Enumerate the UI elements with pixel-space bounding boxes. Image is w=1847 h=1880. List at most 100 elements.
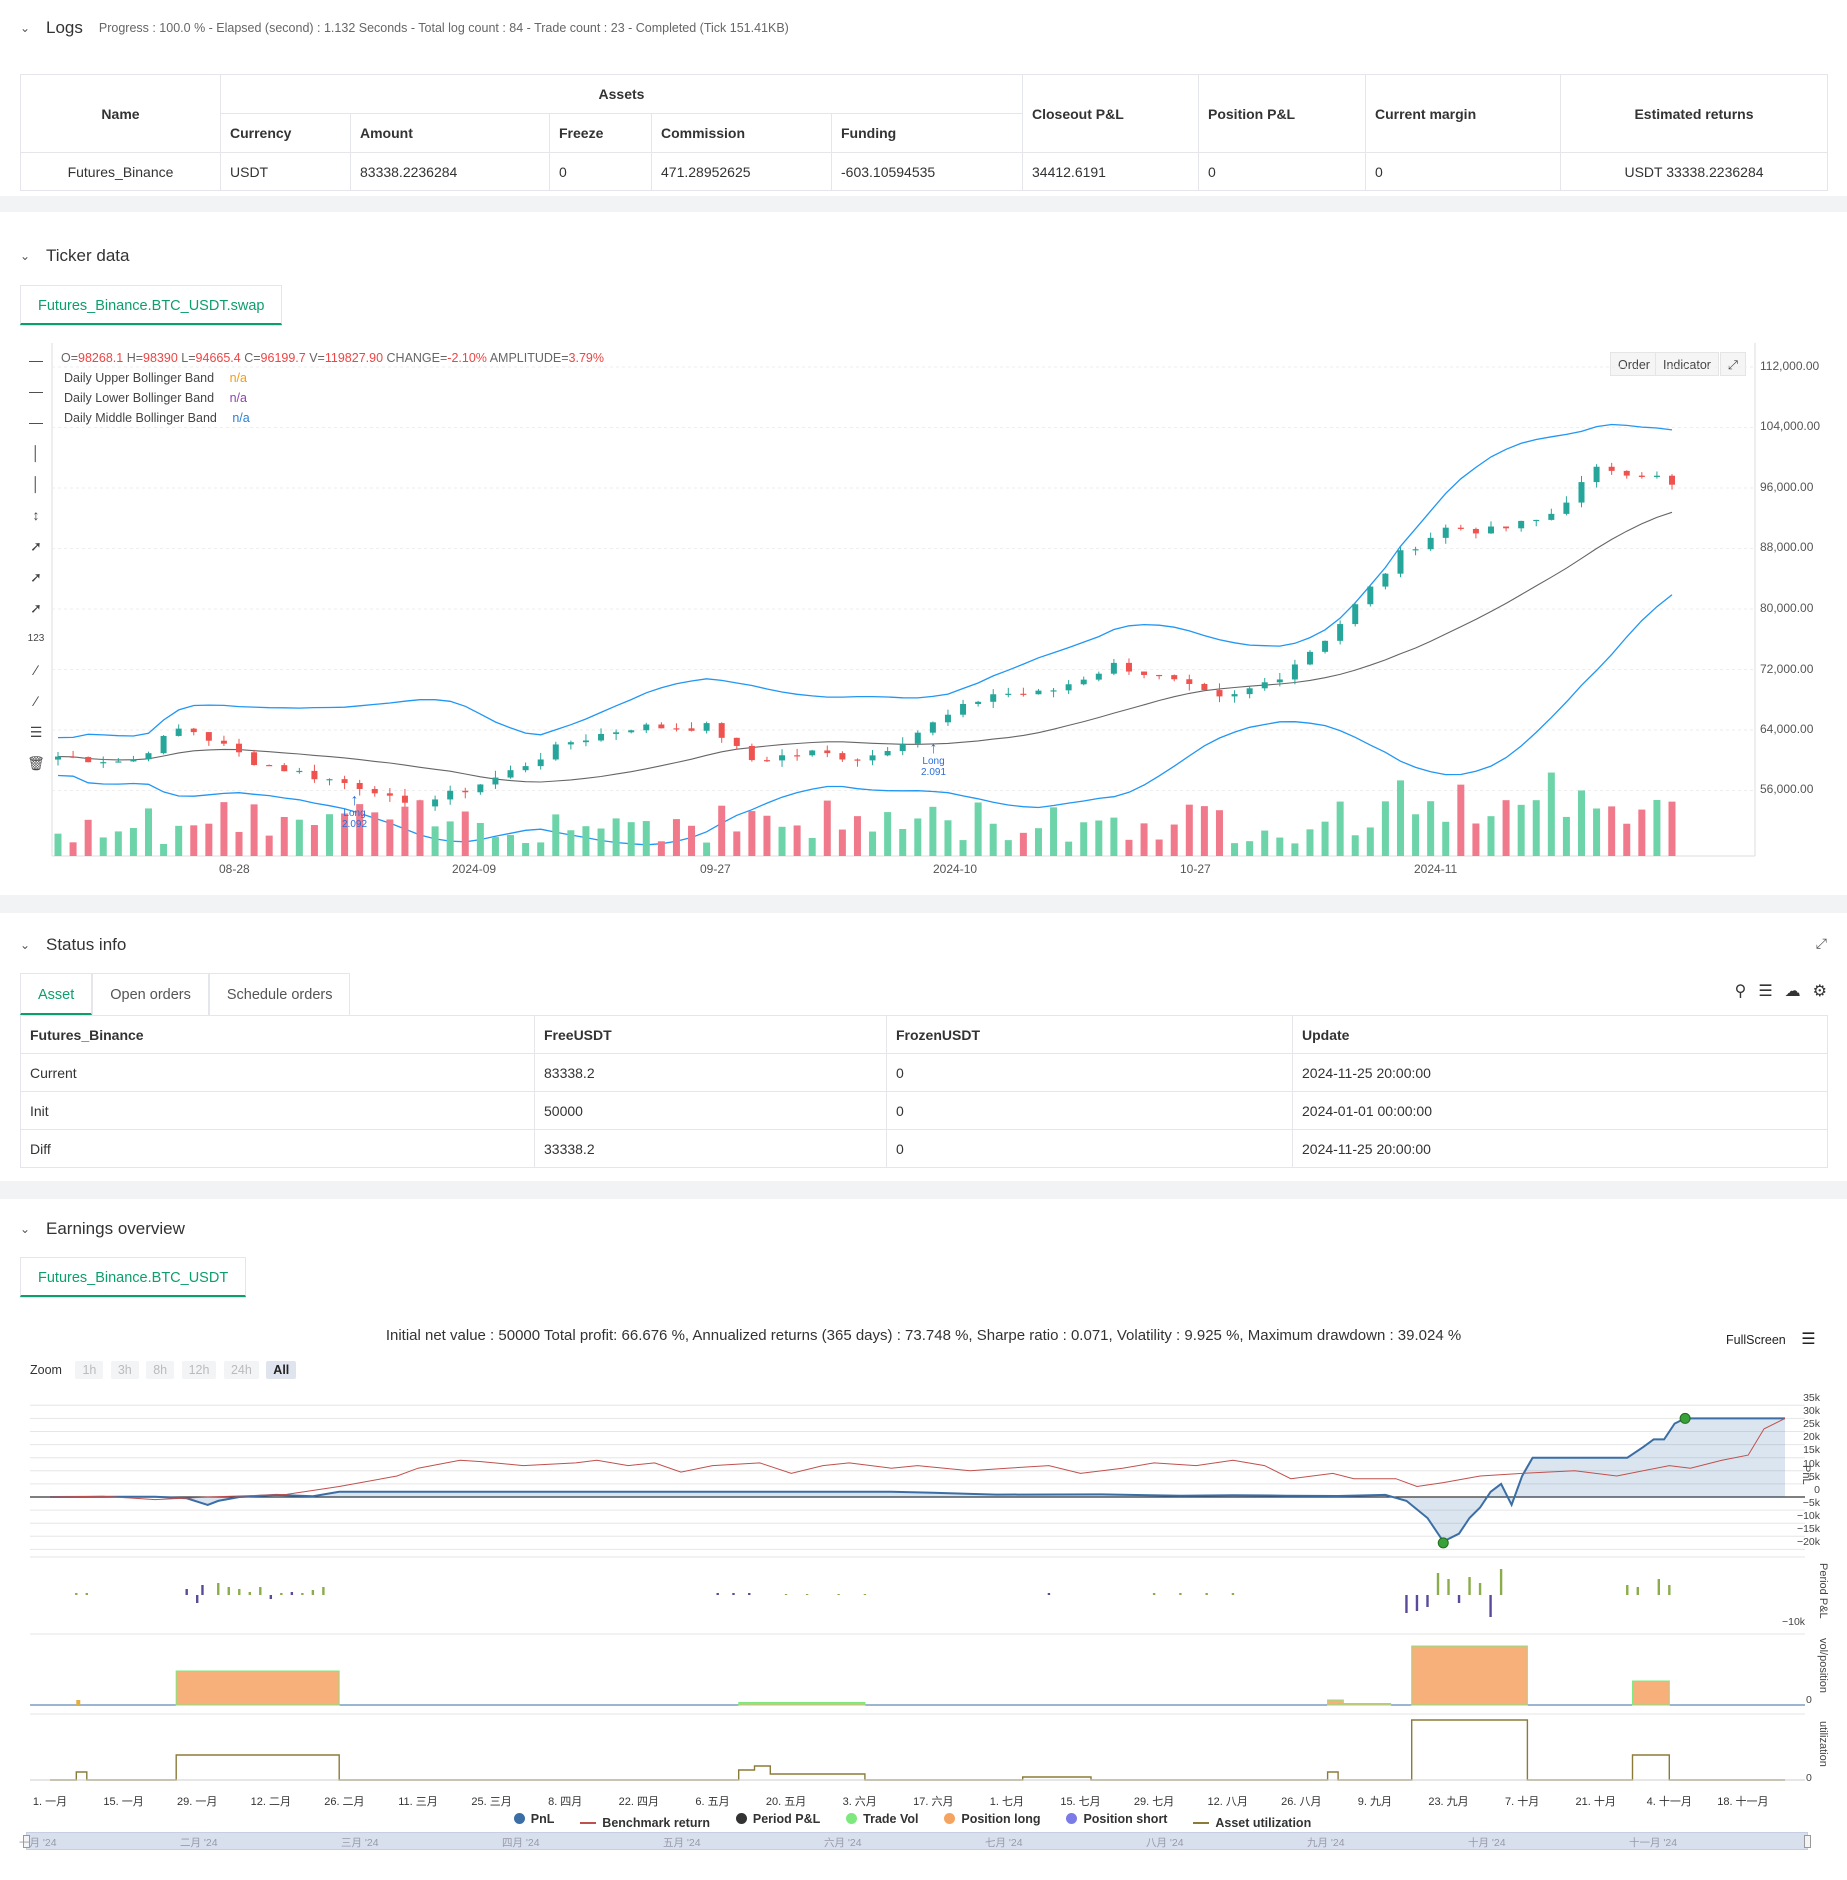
legend-trade-vol[interactable]: Trade Vol	[846, 1812, 918, 1826]
tab-schedule-orders[interactable]: Schedule orders	[208, 973, 351, 1015]
zoom-12h[interactable]: 12h	[181, 1361, 217, 1379]
vertical-segment-icon[interactable]: │	[31, 476, 41, 492]
cell-frozen: 0	[886, 1129, 1293, 1168]
row-label-current[interactable]: Current	[20, 1053, 535, 1092]
order-button[interactable]: Order	[1610, 352, 1658, 376]
ruler-icon[interactable]: ☰	[29, 724, 43, 740]
collapse-icon[interactable]: ⤢	[1815, 935, 1827, 951]
x-tick: 1. 七月	[989, 1796, 1025, 1808]
logs-header[interactable]: ⌄ Logs Progress : 100.0 % - Elapsed (sec…	[20, 18, 789, 38]
volume-bar	[748, 811, 756, 856]
legend-benchmark[interactable]: Benchmark return	[580, 1816, 710, 1830]
tab-open-orders[interactable]: Open orders	[92, 973, 209, 1015]
volume-bar	[1396, 780, 1404, 856]
pnl-tick: −15k	[1796, 1523, 1820, 1535]
volume-bar	[989, 823, 997, 856]
col-freeze: Freeze	[549, 113, 652, 153]
tab-btc-usdt[interactable]: Futures_Binance.BTC_USDT	[20, 1257, 247, 1297]
ray-line-icon[interactable]: ➚	[30, 569, 42, 585]
legend-period-pnl[interactable]: Period P&L	[735, 1812, 820, 1826]
candle-body	[85, 757, 92, 763]
trade-marker-long[interactable]: ↑ Long 2.091	[921, 741, 946, 779]
candle-body	[145, 753, 152, 760]
volume-bar	[869, 831, 877, 856]
legend-middle-band[interactable]: Daily Middle Bollinger Band n/a	[64, 411, 250, 425]
cloud-download-icon[interactable]: ☁	[1784, 983, 1801, 1000]
list-icon[interactable]: ☰	[1758, 983, 1773, 1000]
fibonacci-icon[interactable]: ∕	[34, 693, 38, 709]
legend-position-long[interactable]: Position long	[944, 1812, 1041, 1826]
vertical-line-icon[interactable]: │	[31, 445, 41, 461]
crosshair-icon[interactable]: —	[29, 352, 43, 368]
volume-bar	[295, 819, 303, 856]
status-header[interactable]: ⌄ Status info	[20, 935, 126, 955]
volume-bar	[793, 825, 801, 856]
candle-body	[613, 732, 620, 734]
x-tick: 18. 十一月	[1717, 1796, 1769, 1808]
zoom-8h[interactable]: 8h	[146, 1361, 175, 1379]
indicator-button[interactable]: Indicator	[1655, 352, 1719, 376]
horizontal-ray-icon[interactable]: —	[29, 414, 43, 430]
chevron-down-icon[interactable]: ⌄	[20, 21, 31, 35]
volume-bar	[1110, 817, 1118, 856]
cell-currency: USDT	[220, 152, 351, 191]
volume-bar	[657, 841, 665, 856]
menu-icon[interactable]: ☰	[1801, 1331, 1816, 1348]
earnings-header[interactable]: ⌄ Earnings overview	[20, 1219, 185, 1239]
volume-bar	[1246, 841, 1254, 856]
legend-label: Position short	[1083, 1811, 1168, 1826]
legend-position-short[interactable]: Position short	[1066, 1812, 1167, 1826]
col-funding: Funding	[831, 113, 1023, 153]
change-value: -2.10%	[447, 351, 487, 365]
volume-bar	[778, 826, 786, 856]
x-tick: 7. 十月	[1504, 1796, 1540, 1808]
volume-bar	[356, 804, 364, 856]
chevron-down-icon[interactable]: ⌄	[20, 1222, 31, 1236]
volume-bar	[703, 842, 711, 856]
candle-body	[1653, 475, 1660, 477]
ticker-header[interactable]: ⌄ Ticker data	[20, 246, 129, 266]
fullscreen-button[interactable]: FullScreen ☰	[1726, 1329, 1816, 1349]
table-row: Current 83338.2 0 2024-11-25 20:00:00	[20, 1053, 1828, 1092]
volume-bar	[899, 828, 907, 856]
line-icon	[1193, 1822, 1210, 1824]
candle-body	[1427, 537, 1434, 550]
zoom-24h[interactable]: 24h	[223, 1361, 259, 1379]
parallel-channel-icon[interactable]: ∕	[34, 662, 38, 678]
gear-icon[interactable]: ⚙	[1812, 983, 1827, 1000]
navigator-handle-right[interactable]	[1804, 1835, 1811, 1848]
trash-icon[interactable]: 🗑	[27, 755, 45, 771]
legend-pnl[interactable]: PnL	[513, 1812, 554, 1826]
x-tick: 29. 七月	[1133, 1796, 1175, 1808]
expand-icon[interactable]: ⤢	[1720, 352, 1747, 376]
trend-line-icon[interactable]: ➚	[30, 538, 42, 554]
legend-asset-utilization[interactable]: Asset utilization	[1193, 1816, 1311, 1830]
chevron-down-icon[interactable]: ⌄	[20, 938, 31, 952]
trade-marker-long[interactable]: ↑ Long 2.092	[342, 793, 367, 831]
price-range-icon[interactable]: ↕	[32, 507, 40, 523]
zoom-1h[interactable]: 1h	[75, 1361, 104, 1379]
middle-band-line	[57, 511, 1673, 783]
navigator-handle-left[interactable]	[23, 1835, 30, 1848]
zoom-all[interactable]: All	[266, 1361, 297, 1379]
legend-lower-band[interactable]: Daily Lower Bollinger Band n/a	[64, 391, 247, 405]
search-icon[interactable]: ⚲	[1734, 983, 1747, 1000]
chevron-down-icon[interactable]: ⌄	[20, 249, 31, 263]
legend-upper-band[interactable]: Daily Upper Bollinger Band n/a	[64, 371, 247, 385]
volume-bar	[537, 842, 545, 856]
time-navigator[interactable]: 一月 '24 二月 '24 三月 '24 四月 '24 五月 '24 六月 '24 七月 '…	[19, 1832, 1811, 1850]
price-label-icon[interactable]: 123	[27, 633, 45, 644]
horizontal-line-icon[interactable]: —	[29, 383, 43, 399]
legend-middle-value: n/a	[232, 411, 250, 425]
x-tick: 22. 四月	[618, 1796, 659, 1808]
volume-bar	[1608, 806, 1616, 856]
zoom-3h[interactable]: 3h	[110, 1361, 139, 1379]
col-exchange: Futures_Binance	[20, 1015, 535, 1054]
tab-btc-usdt-swap[interactable]: Futures_Binance.BTC_USDT.swap	[20, 285, 283, 325]
candle-body	[220, 740, 227, 744]
tab-asset[interactable]: Asset	[20, 973, 93, 1015]
col-free: FreeUSDT	[534, 1015, 887, 1054]
candlestick-chart[interactable]	[0, 0, 1847, 900]
segment-line-icon[interactable]: ➚	[30, 600, 42, 616]
candle-body	[673, 728, 680, 730]
